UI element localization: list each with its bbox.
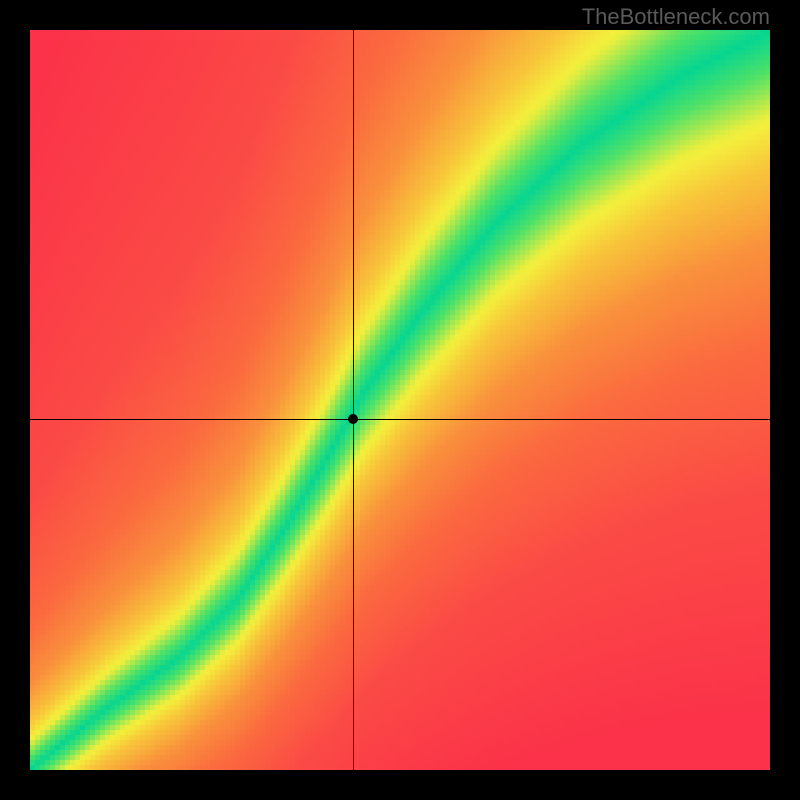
crosshair-dot [348,414,358,424]
watermark-text: TheBottleneck.com [582,4,770,30]
crosshair-horizontal [30,419,770,420]
crosshair-vertical [353,30,354,770]
heatmap-plot [30,30,770,770]
heatmap-canvas [30,30,770,770]
